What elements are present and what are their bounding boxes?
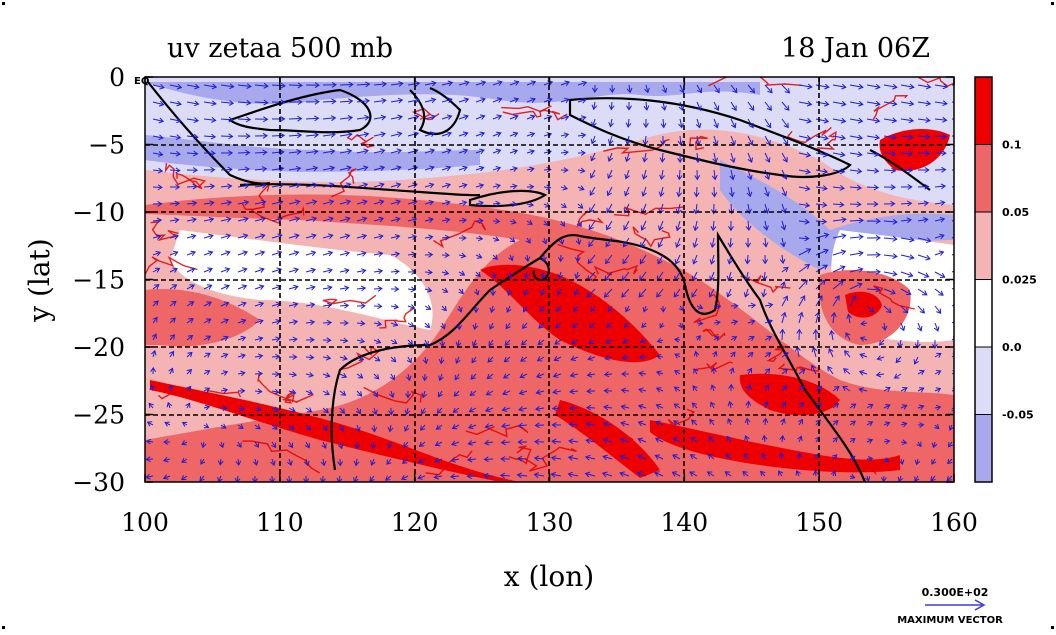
- wind-vector: [918, 153, 929, 154]
- colorbar-label-4: -0.05: [1002, 409, 1034, 422]
- corner-mark-br: [1051, 626, 1054, 629]
- wind-vector-head: [959, 100, 963, 105]
- y-tick-label-1: −5: [88, 131, 125, 160]
- wind-vector: [272, 135, 284, 136]
- chart-title-left: uv zetaa 500 mb: [167, 33, 393, 64]
- x-axis-label: x (lon): [504, 560, 594, 593]
- colorbar: 0.1 0.05 0.025 0.0 -0.05: [975, 77, 1037, 482]
- y-tick-label-6: −30: [72, 468, 125, 497]
- wind-vector: [238, 153, 250, 154]
- x-tick-label-5: 150: [795, 508, 843, 537]
- y-tick-label-5: −25: [72, 401, 125, 430]
- wind-vector-head: [954, 285, 959, 289]
- colorbar-swatch-5: [975, 415, 992, 483]
- colorbar-swatch-4: [975, 347, 992, 415]
- wind-vector-head: [955, 268, 960, 273]
- wind-vector: [221, 169, 232, 170]
- colorbar-swatch-1: [975, 145, 992, 213]
- x-tick-label-0: 100: [121, 508, 169, 537]
- wind-vector: [289, 119, 302, 120]
- vorticity-field: [145, 72, 982, 483]
- wind-vector: [289, 85, 302, 86]
- colorbar-label-1: 0.05: [1002, 206, 1029, 219]
- wind-vector-head: [958, 150, 962, 155]
- y-tick-label-0: 0: [109, 63, 125, 92]
- x-tick-label-6: 160: [930, 508, 978, 537]
- vector-legend-value: 0.300E+02: [922, 586, 989, 599]
- x-tick-label-1: 110: [256, 508, 304, 537]
- corner-mark-tl: [2, 2, 5, 5]
- colorbar-swatch-3: [975, 280, 992, 348]
- y-axis-label: y (lat): [23, 238, 56, 322]
- wind-vector: [340, 85, 353, 86]
- corner-mark-tr: [1051, 2, 1054, 5]
- colorbar-label-2: 0.025: [1002, 274, 1037, 287]
- x-tick-label-4: 140: [660, 508, 708, 537]
- vector-legend: 0.300E+02 MAXIMUM VECTOR: [897, 586, 1003, 626]
- wind-vector: [918, 187, 929, 188]
- colorbar-label-0: 0.1: [1002, 139, 1022, 152]
- y-tick-label-4: −20: [72, 333, 125, 362]
- wind-vector-head: [958, 167, 962, 172]
- x-tick-label-3: 130: [526, 508, 574, 537]
- wind-vector-head: [957, 200, 962, 205]
- wind-vector: [850, 204, 861, 205]
- wind-vector: [221, 136, 233, 137]
- wind-vector: [238, 119, 250, 120]
- wind-vector-head: [957, 184, 961, 189]
- wind-vector-head: [956, 234, 961, 239]
- colorbar-label-3: 0.0: [1002, 341, 1022, 354]
- chart-title-right: 18 Jan 06Z: [781, 33, 930, 64]
- y-tick-label-3: −15: [72, 266, 125, 295]
- wind-vector: [323, 101, 336, 102]
- colorbar-swatch-2: [975, 212, 992, 280]
- wind-vector-head: [959, 117, 963, 122]
- wind-vector-head: [955, 251, 960, 256]
- corner-label: EQ: [134, 76, 149, 87]
- vector-legend-label: MAXIMUM VECTOR: [897, 615, 1003, 626]
- x-tick-label-2: 120: [391, 508, 439, 537]
- wind-vector-head: [960, 84, 964, 89]
- wind-vector-head: [956, 217, 961, 222]
- corner-mark-bl: [2, 626, 5, 629]
- wind-vector-head: [959, 134, 963, 139]
- y-tick-label-2: −10: [72, 198, 125, 227]
- colorbar-swatch-0: [975, 77, 992, 145]
